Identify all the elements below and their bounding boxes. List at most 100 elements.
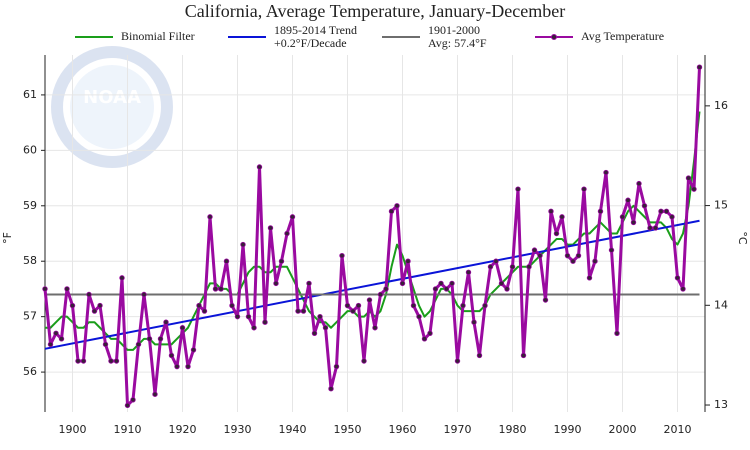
data-point (449, 280, 455, 287)
data-point (647, 225, 653, 231)
data-point (212, 286, 219, 292)
data-point (185, 363, 191, 370)
y-tick-label: 59 (23, 199, 37, 212)
data-point (295, 308, 301, 314)
logo-disc (70, 65, 154, 149)
data-point (152, 391, 158, 397)
logo-text: NOAA (83, 87, 141, 108)
y2-tick-label: 15 (714, 199, 728, 212)
data-point (625, 197, 631, 203)
data-point (190, 347, 197, 353)
data-point (636, 180, 642, 187)
data-point (630, 219, 637, 226)
data-point (471, 319, 477, 325)
data-point (410, 302, 417, 309)
data-point (614, 330, 620, 336)
data-point (592, 258, 598, 264)
data-point (421, 336, 428, 342)
y2-tick-label: 13 (714, 398, 728, 411)
data-point (383, 286, 389, 292)
y2-axis-label: °C (736, 231, 749, 245)
data-point (493, 258, 499, 264)
data-point (267, 225, 274, 231)
y-tick-label: 57 (23, 310, 37, 323)
data-point (427, 330, 433, 336)
data-point (564, 252, 571, 259)
legend-note: Avg: 57.4°F (428, 36, 487, 50)
data-point (69, 302, 76, 309)
series-line (44, 219, 700, 350)
data-point (498, 280, 505, 287)
legend-item: 1895-2014 Trend+0.2°F/Decade (228, 23, 357, 50)
data-point (168, 352, 175, 359)
data-point (130, 397, 136, 403)
data-point (91, 308, 98, 314)
data-point (438, 280, 444, 287)
data-point (86, 291, 92, 298)
data-point (64, 286, 70, 292)
data-point (42, 286, 48, 292)
data-point (163, 319, 169, 325)
data-point (416, 313, 422, 320)
y-tick-label: 58 (23, 254, 37, 267)
data-point (553, 230, 560, 237)
data-point (366, 297, 373, 303)
data-point (696, 64, 703, 70)
data-point (289, 214, 296, 220)
data-point (680, 286, 686, 292)
data-point (141, 291, 147, 298)
data-point (218, 286, 224, 292)
data-point (586, 275, 593, 281)
data-point (311, 330, 318, 336)
data-point (97, 302, 103, 309)
data-point (685, 175, 692, 181)
y2-tick-label: 16 (714, 99, 728, 112)
x-tick-label: 1950 (334, 423, 362, 436)
data-point (652, 225, 659, 231)
data-point (515, 186, 521, 192)
data-point (306, 280, 312, 287)
data-point (179, 325, 186, 331)
data-point (262, 319, 268, 325)
data-point (548, 208, 554, 215)
x-tick-label: 1910 (114, 423, 142, 436)
data-point (669, 214, 675, 220)
data-point (58, 336, 65, 342)
data-point (80, 358, 87, 364)
data-point (597, 208, 604, 215)
data-point (663, 208, 670, 215)
data-point (542, 297, 549, 303)
chart-title: California, Average Temperature, January… (185, 1, 565, 21)
data-point (641, 203, 648, 209)
data-point (454, 358, 461, 364)
data-point (465, 269, 472, 276)
data-point (526, 264, 532, 270)
data-point (443, 286, 450, 292)
legend-label: Avg Temperature (581, 29, 664, 43)
data-point (256, 164, 263, 170)
legend-label: Binomial Filter (121, 29, 195, 43)
data-point (328, 386, 334, 392)
data-point (372, 325, 378, 331)
y-tick-label: 60 (23, 143, 37, 156)
data-point (394, 203, 400, 209)
logo: NOAA (51, 46, 173, 168)
legend-label: 1895-2014 Trend (274, 23, 357, 37)
data-point (174, 363, 180, 370)
data-point (234, 313, 241, 320)
data-point (157, 336, 164, 342)
data-point (559, 214, 565, 220)
data-point (355, 302, 362, 309)
data-point (113, 358, 120, 364)
data-point (350, 308, 356, 314)
data-point (135, 341, 142, 348)
data-point (201, 308, 208, 314)
data-point (608, 247, 615, 253)
data-point (124, 402, 131, 409)
data-point (361, 358, 367, 364)
data-point (75, 358, 81, 364)
data-point (674, 275, 681, 281)
data-point (251, 325, 257, 331)
